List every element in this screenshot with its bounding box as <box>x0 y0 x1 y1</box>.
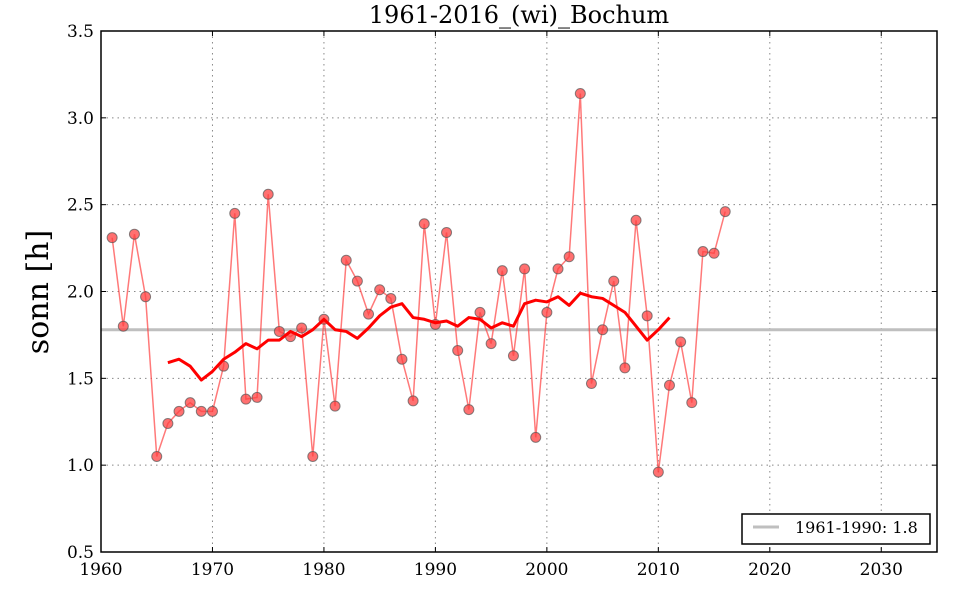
annual-point <box>652 466 664 478</box>
y-tick-label: 0.5 <box>67 543 94 563</box>
x-tick-label: 1960 <box>79 560 122 580</box>
annual-point <box>407 395 419 407</box>
x-tick-label: 1990 <box>414 560 457 580</box>
annual-point <box>452 345 464 357</box>
annual-point <box>597 324 609 336</box>
y-tick-label: 2.5 <box>67 196 94 216</box>
annual-point <box>441 226 453 238</box>
x-tick-label: 1970 <box>191 560 234 580</box>
annual-point <box>229 207 241 219</box>
annual-point <box>507 350 519 362</box>
annual-point <box>719 206 731 218</box>
annual-point <box>496 265 508 277</box>
annual-point <box>329 400 341 412</box>
annual-point <box>251 391 263 403</box>
annual-point <box>273 325 285 337</box>
annual-point <box>630 214 642 226</box>
annual-point <box>541 306 553 318</box>
annual-point <box>619 362 631 374</box>
annual-point <box>162 417 174 429</box>
x-tick-label: 2000 <box>525 560 568 580</box>
y-tick-label: 3.5 <box>67 22 94 42</box>
y-tick-label: 1.5 <box>67 369 94 389</box>
annual-point <box>206 405 218 417</box>
annual-point <box>574 88 586 100</box>
annual-point <box>307 450 319 462</box>
x-tick-label: 2020 <box>748 560 791 580</box>
annual-point <box>184 397 196 409</box>
x-tick-label: 2030 <box>860 560 903 580</box>
annual-point <box>519 263 531 275</box>
moving-average-line <box>167 291 671 382</box>
annual-point <box>351 275 363 287</box>
annual-point <box>117 320 129 332</box>
y-tick-label: 3.0 <box>67 109 94 129</box>
annual-point <box>697 246 709 258</box>
annual-point <box>563 251 575 263</box>
annual-point <box>385 292 397 304</box>
annual-point <box>173 405 185 417</box>
annual-point <box>106 232 118 244</box>
annual-point <box>363 308 375 320</box>
annual-point <box>485 338 497 350</box>
annual-point <box>396 353 408 365</box>
annual-point <box>552 263 564 275</box>
annual-point <box>128 228 140 240</box>
annual-point <box>140 291 152 303</box>
annual-point <box>463 404 475 416</box>
annual-point <box>262 188 274 200</box>
y-axis-label: sonn [h] <box>21 230 56 354</box>
annual-point <box>708 247 720 259</box>
annual-series <box>106 88 731 478</box>
annual-point <box>296 322 308 334</box>
y-tick-label: 1.0 <box>67 456 94 476</box>
annual-point <box>195 405 207 417</box>
annual-point <box>675 336 687 348</box>
axis-ticks: 1960 1970 1980 1990 2000 2010 2020 2030 0.5 1.0 1.… <box>67 22 937 580</box>
annual-point <box>474 306 486 318</box>
annual-point <box>340 254 352 266</box>
x-tick-label: 1980 <box>302 560 345 580</box>
annual-point <box>641 310 653 322</box>
annual-point <box>663 379 675 391</box>
annual-point <box>240 393 252 405</box>
annual-point <box>585 378 597 390</box>
annual-point <box>530 431 542 443</box>
y-tick-label: 2.0 <box>67 283 94 303</box>
annual-point <box>418 218 430 230</box>
annual-point <box>608 275 620 287</box>
x-tick-label: 2010 <box>637 560 680 580</box>
grid <box>100 30 937 553</box>
legend-box <box>741 513 931 545</box>
moving-average-series <box>167 291 671 382</box>
legend-reference-label: 1961-1990: 1.8 <box>795 518 918 537</box>
annual-line <box>111 93 726 473</box>
annual-point <box>374 284 386 296</box>
annual-point <box>686 397 698 409</box>
legend: 1961-1990: 1.8 <box>741 513 931 545</box>
annual-point <box>151 450 163 462</box>
chart-title: 1961-2016_(wi)_Bochum <box>369 1 670 29</box>
